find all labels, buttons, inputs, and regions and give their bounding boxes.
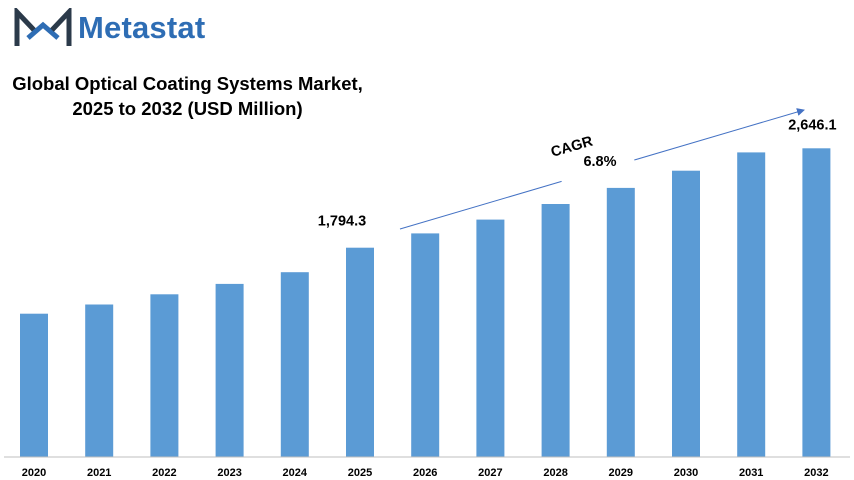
bar-2032: [802, 148, 831, 458]
brand-name: Metastat: [78, 10, 206, 45]
data-label-start: 1,794.3: [318, 214, 366, 230]
cagr-arrow-head: [634, 108, 805, 161]
x-tick-label: 2027: [478, 467, 502, 479]
chart-title: Global Optical Coating Systems Market, 2…: [10, 71, 365, 121]
x-tick-label: 2030: [674, 467, 698, 479]
bar-2025: [346, 247, 374, 457]
x-tick-label: 2026: [413, 467, 437, 479]
brand-logo: Metastat: [14, 8, 205, 48]
x-tick-label: 2028: [543, 467, 567, 479]
x-tick-label: 2024: [283, 467, 308, 479]
x-tick-label: 2021: [87, 467, 111, 479]
x-tick-labels: 2020 2021 2022 2023 2024 2025 2026 2027 2028 2029…: [22, 467, 829, 479]
bar-2022: [150, 294, 179, 458]
bar-2021: [85, 304, 114, 457]
x-tick-label: 2029: [609, 467, 633, 479]
x-tick-label: 2031: [739, 467, 763, 479]
bar-2027: [476, 219, 505, 457]
bar-2024: [280, 272, 309, 457]
bar-2026: [411, 233, 440, 457]
bar-2031: [737, 152, 766, 457]
chart-title-line1: Global Optical Coating Systems Market,: [12, 73, 363, 94]
x-tick-label: 2022: [152, 467, 176, 479]
data-label-end: 2,646.1: [788, 117, 836, 133]
bar-2030: [672, 170, 700, 457]
bar-2028: [541, 204, 570, 457]
cagr-arrow-line: [399, 180, 562, 230]
x-tick-label: 2020: [22, 467, 46, 479]
bar-2020: [20, 313, 48, 457]
metastat-m-logo-icon: [14, 8, 72, 46]
x-tick-label: 2025: [348, 467, 372, 479]
cagr-value: 6.8%: [583, 154, 616, 170]
x-tick-label: 2023: [217, 467, 241, 479]
x-tick-label: 2032: [804, 467, 828, 479]
bar-2023: [215, 283, 244, 457]
bar-2029: [606, 187, 635, 457]
chart-title-line2: 2025 to 2032 (USD Million): [72, 98, 303, 119]
bars-layer: [20, 148, 831, 458]
